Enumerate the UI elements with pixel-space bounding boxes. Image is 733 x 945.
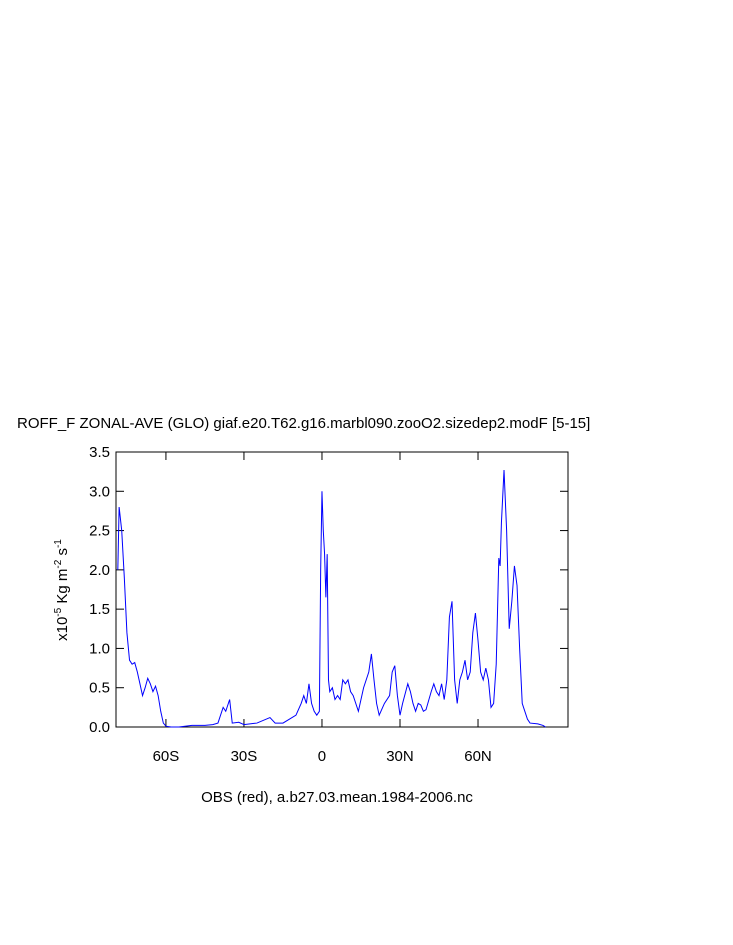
x-tick-label: 0 xyxy=(318,748,326,765)
chart-title: ROFF_F ZONAL-AVE (GLO) giaf.e20.T62.g16.… xyxy=(17,415,590,432)
y-tick-label: 2.5 xyxy=(89,523,110,540)
x-tick-label: 60S xyxy=(153,748,180,765)
y-axis-label-part: x10 xyxy=(54,617,71,641)
y-tick-label: 2.0 xyxy=(89,562,110,579)
y-axis-label-part: -5 xyxy=(53,607,64,616)
x-tick-label: 30N xyxy=(386,748,414,765)
y-tick-label: 0.5 xyxy=(89,680,110,697)
y-tick-label: 3.0 xyxy=(89,483,110,500)
x-tick-label: 60N xyxy=(464,748,492,765)
y-tick-label: 3.5 xyxy=(89,444,110,461)
data-line xyxy=(117,470,546,728)
y-axis-label-part: -2 xyxy=(53,559,64,568)
y-axis-label-part: s xyxy=(54,548,71,560)
y-tick-label: 1.0 xyxy=(89,640,110,657)
y-axis-label-part: -1 xyxy=(53,539,64,548)
y-axis-label: x10-5 Kg m-2 s-1 xyxy=(53,539,71,641)
y-axis-label-part: Kg m xyxy=(54,569,71,608)
plot-frame xyxy=(115,451,569,728)
x-tick-label: 30S xyxy=(231,748,258,765)
y-tick-label: 1.5 xyxy=(89,601,110,618)
footer: OBS (red), a.b27.03.mean.1984-2006.nc xyxy=(201,789,473,806)
y-tick-label: 0.0 xyxy=(89,719,110,736)
